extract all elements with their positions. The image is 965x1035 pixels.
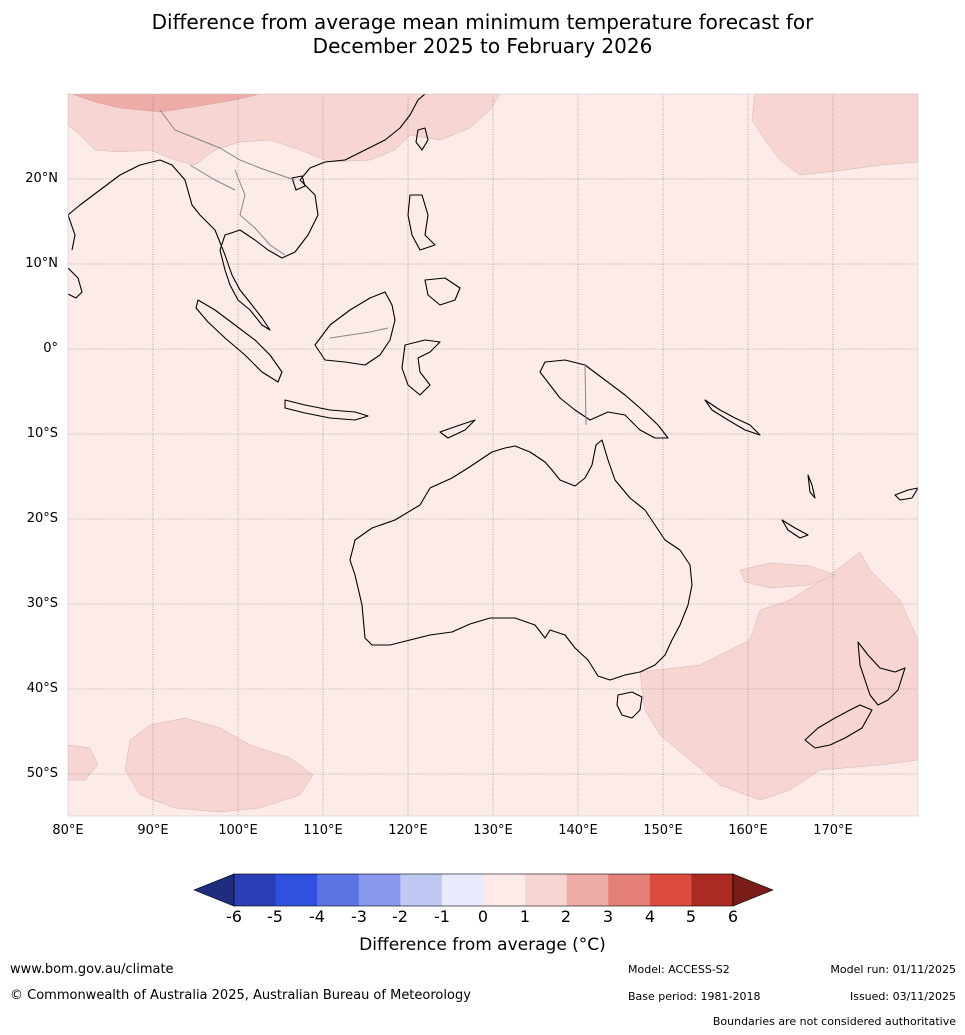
coast-sumatra	[195, 299, 283, 383]
colorbar-tick-label: -1	[434, 907, 450, 926]
coast-sri-lanka	[68, 267, 83, 299]
colorbar	[193, 873, 774, 907]
map-frame	[67, 93, 919, 817]
map-title-line-1: Difference from average mean minimum tem…	[151, 10, 814, 34]
base-period-text: Base period: 1981-2018	[628, 990, 761, 1003]
lon-label: 140°E	[558, 823, 598, 838]
colorbar-extend-low	[193, 873, 235, 907]
colorbar-label: Difference from average (°C)	[359, 935, 606, 955]
lon-label: 160°E	[728, 823, 768, 838]
coast-solomons	[704, 399, 761, 436]
colorbar-swatch	[691, 874, 734, 906]
colorbar-tick-label: 6	[727, 907, 739, 926]
disclaimer-text: Boundaries are not considered authoritat…	[712, 1015, 956, 1028]
lat-label: 40°S	[26, 681, 58, 696]
colorbar-tick-label: -5	[267, 907, 283, 926]
lat-label: 20°S	[26, 511, 58, 526]
colorbar-extend-high	[732, 873, 774, 907]
lat-label: 50°S	[26, 766, 58, 781]
model-run-text: Model run: 01/11/2025	[830, 963, 956, 976]
coast-taiwan	[415, 127, 429, 151]
lon-label: 170°E	[813, 823, 853, 838]
lat-label: 10°N	[25, 256, 58, 271]
anomaly-region-tasman-lobe	[739, 562, 836, 589]
coast-asia-mainland	[68, 94, 426, 331]
coast-mindanao	[424, 277, 461, 306]
coast-tasmania	[616, 691, 643, 719]
coast-fiji	[894, 487, 918, 501]
colorbar-swatch	[525, 874, 568, 906]
lat-label: 20°N	[25, 171, 58, 186]
issued-text: Issued: 03/11/2025	[849, 990, 956, 1003]
anomaly-region-tasman-sea	[639, 551, 918, 801]
colorbar-swatch	[358, 874, 401, 906]
lon-label: 130°E	[473, 823, 513, 838]
colorbar-tick-label: 4	[644, 907, 656, 926]
coast-australia	[349, 439, 693, 681]
colorbar-border	[233, 873, 734, 907]
coast-luzon	[407, 194, 436, 251]
coast-java	[284, 399, 369, 421]
colorbar-tick-label: 2	[560, 907, 572, 926]
coast-borneo	[314, 291, 396, 366]
coast-new-zealand-north	[857, 641, 906, 706]
colorbar-swatch	[400, 874, 443, 906]
colorbar-tick-label: -4	[309, 907, 325, 926]
anomaly-region-west-edge	[68, 744, 99, 781]
coast-timor	[439, 419, 476, 439]
colorbar-swatch	[483, 874, 526, 906]
map-title-line-2: December 2025 to February 2026	[312, 34, 653, 58]
colorbar-tick-label: -3	[351, 907, 367, 926]
lat-label: 10°S	[26, 426, 58, 441]
coast-new-caledonia	[781, 519, 809, 539]
anomaly-region-southern-indian-ocean	[124, 717, 314, 813]
lon-label: 110°E	[303, 823, 343, 838]
coast-new-guinea	[539, 359, 669, 439]
coastlines	[68, 94, 918, 749]
coast-vanuatu	[807, 474, 816, 499]
lon-label: 80°E	[52, 823, 84, 838]
coast-hainan	[291, 175, 306, 191]
colorbar-swatch	[649, 874, 692, 906]
colorbar-swatch	[234, 874, 277, 906]
lon-label: 90°E	[137, 823, 169, 838]
anomaly-region-north-pacific	[751, 94, 918, 176]
colorbar-tick-label: 1	[519, 907, 531, 926]
colorbar-tick-label: 5	[685, 907, 697, 926]
graticule	[68, 94, 918, 816]
colorbar-tick-label: 0	[477, 907, 489, 926]
colorbar-swatch	[566, 874, 609, 906]
model-text: Model: ACCESS-S2	[628, 963, 730, 976]
colorbar-tick-label: -6	[226, 907, 242, 926]
coast-sulawesi	[401, 339, 441, 396]
coast-new-zealand-south	[804, 704, 873, 749]
anomaly-region-china-warm	[71, 94, 261, 113]
lon-label: 100°E	[218, 823, 258, 838]
country-boundaries	[159, 109, 587, 426]
colorbar-tick-label: 3	[602, 907, 614, 926]
colorbar-swatch	[317, 874, 360, 906]
copyright-text: © Commonwealth of Australia 2025, Austra…	[10, 988, 471, 1003]
colorbar-swatch	[275, 874, 318, 906]
lat-label: 0°	[43, 341, 58, 356]
lon-label: 150°E	[643, 823, 683, 838]
lat-label: 30°S	[26, 596, 58, 611]
coast-india	[68, 214, 76, 251]
lon-label: 120°E	[388, 823, 428, 838]
website-link[interactable]: www.bom.gov.au/climate	[10, 962, 174, 977]
colorbar-swatch	[608, 874, 651, 906]
colorbar-swatch	[441, 874, 484, 906]
colorbar-tick-label: -2	[392, 907, 408, 926]
anomaly-region-south-china	[68, 94, 501, 166]
